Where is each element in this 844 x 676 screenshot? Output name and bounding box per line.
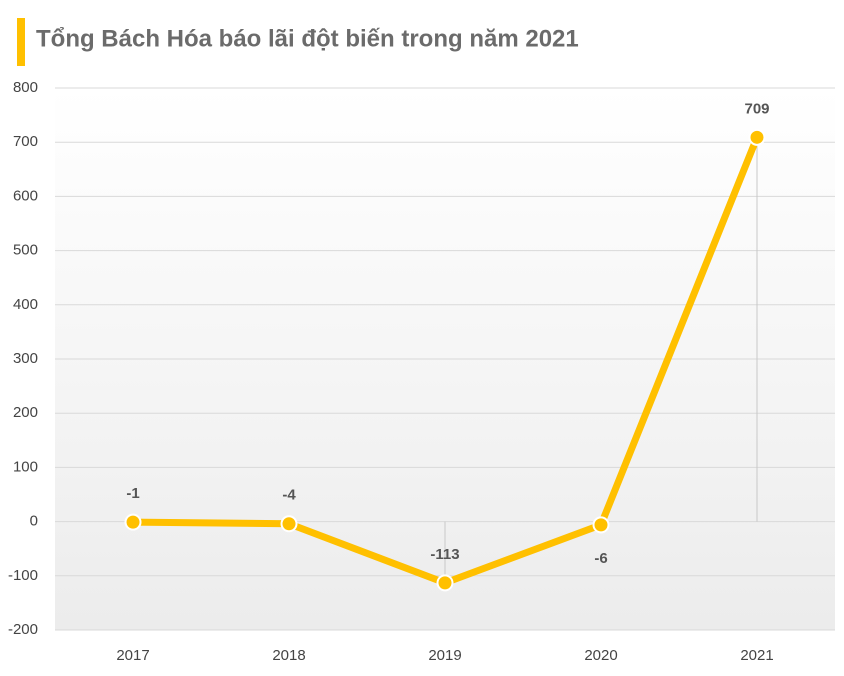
title-accent bbox=[17, 18, 25, 66]
y-tick-label: -100 bbox=[8, 567, 38, 584]
data-label: -113 bbox=[430, 546, 459, 563]
y-tick-label: 300 bbox=[13, 350, 38, 367]
y-tick-label: 500 bbox=[13, 242, 38, 259]
data-point bbox=[592, 516, 610, 534]
x-tick-label: 2018 bbox=[272, 647, 305, 664]
x-tick-label: 2020 bbox=[584, 647, 617, 664]
y-tick-label: 700 bbox=[13, 133, 38, 150]
data-label: 709 bbox=[744, 100, 769, 117]
x-tick-label: 2019 bbox=[428, 647, 461, 664]
data-point bbox=[436, 574, 454, 592]
data-label: -1 bbox=[126, 485, 139, 502]
data-label: -6 bbox=[594, 550, 607, 567]
y-tick-label: 0 bbox=[30, 513, 38, 530]
data-point bbox=[748, 128, 766, 146]
y-tick-label: 400 bbox=[13, 296, 38, 313]
y-tick-label: -200 bbox=[8, 621, 38, 638]
y-tick-label: 100 bbox=[13, 458, 38, 475]
x-tick-label: 2017 bbox=[116, 647, 149, 664]
chart-title: Tổng Bách Hóa báo lãi đột biến trong năm… bbox=[36, 25, 579, 52]
y-tick-label: 200 bbox=[13, 404, 38, 421]
data-point bbox=[280, 515, 298, 533]
data-point bbox=[124, 513, 142, 531]
y-tick-label: 600 bbox=[13, 187, 38, 204]
x-tick-label: 2021 bbox=[740, 647, 773, 664]
y-tick-label: 800 bbox=[13, 79, 38, 96]
data-label: -4 bbox=[282, 487, 296, 504]
